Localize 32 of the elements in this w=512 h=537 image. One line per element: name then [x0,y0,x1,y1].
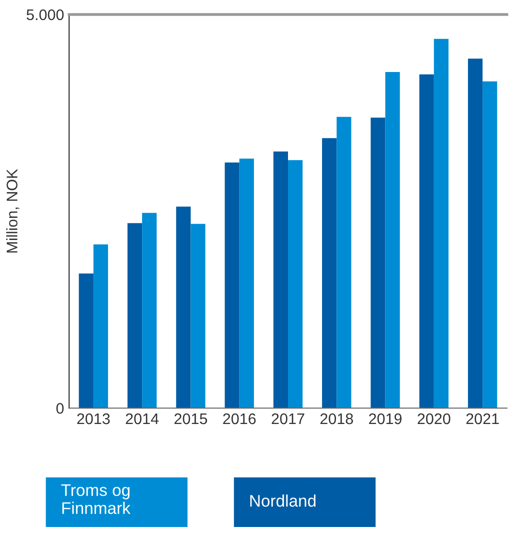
y-tick-label: 0 [56,402,64,414]
x-tick-label: 2017 [272,413,304,424]
x-tick-label: 2018 [320,413,353,424]
bar [273,151,288,408]
bar [419,74,434,408]
bar [93,244,108,408]
x-tick-label: 2019 [369,413,402,424]
bar [322,138,337,408]
text: Nordland [250,494,316,507]
bar [434,38,449,408]
bar [239,158,254,408]
y-tick-label: 5.000 [26,9,64,20]
bar [127,223,142,408]
x-tick-label: 2020 [418,413,450,424]
x-tick-label: 2014 [126,413,159,424]
bar [288,160,303,408]
x-tick-label: 2021 [466,413,499,424]
bar [176,206,191,408]
bar [78,274,94,408]
bar [482,81,498,408]
x-tick-label: 2015 [174,413,208,424]
bar [336,116,352,408]
bar [224,162,240,408]
bar [468,58,483,408]
bar [370,118,386,408]
text: Troms og Finnmark [61,484,130,514]
y-axis-title: Million, NOK [6,169,20,252]
x-tick-label: 2016 [223,413,256,424]
x-tick-label: 2013 [77,413,110,424]
bar [142,212,157,408]
bar [385,72,400,408]
bar [190,224,206,408]
